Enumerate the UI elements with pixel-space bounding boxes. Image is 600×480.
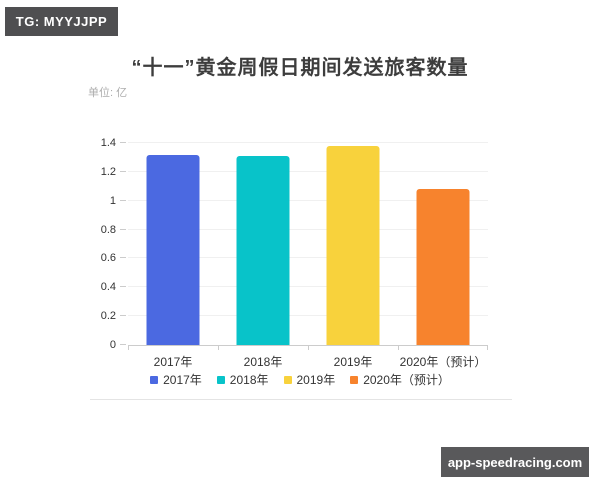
y-axis-tick [120, 142, 126, 143]
y-axis-tick [120, 286, 126, 288]
watermark-tg-badge: TG: MYYJJPP [5, 7, 118, 36]
y-axis-tick [120, 170, 126, 172]
legend-item-2018[interactable]: 2018年 [216, 371, 269, 388]
legend-label: 2018年 [229, 373, 269, 387]
x-axis-label: 2019年 [333, 355, 373, 369]
y-axis-label: 0 [109, 339, 116, 351]
footer-divider [90, 399, 512, 400]
legend-swatch-icon [150, 375, 159, 384]
x-axis-tick [128, 345, 129, 350]
bar-slot: 2017年 [128, 143, 218, 369]
x-axis-tick [218, 345, 219, 350]
watermark-site-badge: app-speedracing.com [441, 447, 589, 477]
y-axis-label: 1.4 [100, 137, 116, 149]
legend-item-2017[interactable]: 2017年 [150, 371, 202, 388]
legend-swatch-icon [283, 375, 292, 384]
bar-slot: 2020年（预计） [398, 143, 488, 369]
unit-label: 单位: 亿 [88, 87, 128, 99]
legend-label: 2020年（预计） [363, 373, 450, 387]
legend-label: 2019年 [296, 373, 336, 387]
gridline [128, 170, 488, 172]
x-axis-tick [487, 345, 488, 350]
legend-label: 2017年 [163, 373, 202, 387]
x-axis-label: 2018年 [243, 355, 283, 369]
gridline [128, 257, 488, 259]
chart-legend: 2017年 2018年 2019年 2020年（预计） [0, 371, 600, 388]
y-axis-tick [120, 257, 126, 259]
legend-item-2019[interactable]: 2019年 [283, 371, 336, 388]
y-axis-label: 0.8 [100, 223, 116, 236]
legend-swatch-icon [216, 375, 225, 384]
x-axis-label: 2017年 [153, 355, 193, 369]
gridline [128, 228, 488, 230]
y-axis-label: 0.2 [100, 310, 116, 323]
y-axis-tick [120, 344, 126, 345]
x-axis-tick [398, 345, 399, 350]
y-axis-label: 1 [109, 194, 116, 207]
bar-2019[interactable] [326, 145, 380, 345]
chart-title: “十一”黄金周假日期间发送旅客数量 [131, 57, 469, 79]
plot-area: 0 0.2 0.4 0.6 0.8 1 1.2 1.4 2017年 2018年 2019年 2020年… [101, 137, 488, 369]
gridline [128, 315, 488, 317]
y-axis-tick [120, 199, 126, 201]
y-axis-label: 1.2 [100, 165, 116, 178]
x-axis-tick [308, 345, 309, 350]
bar-slot: 2018年 [218, 143, 308, 369]
gridline [128, 142, 488, 143]
y-axis-label: 0.6 [100, 252, 116, 265]
gridline [128, 199, 488, 201]
legend-swatch-icon [350, 375, 359, 384]
bar-2020[interactable] [416, 189, 470, 345]
bar-slot: 2019年 [308, 143, 398, 369]
legend-item-2020[interactable]: 2020年（预计） [350, 371, 450, 388]
y-axis-tick [120, 228, 126, 230]
x-axis-label: 2020年（预计） [399, 355, 487, 369]
bar-2018[interactable] [236, 156, 290, 345]
gridline [128, 286, 488, 288]
bar-2017[interactable] [146, 154, 200, 345]
y-axis-label: 0.4 [100, 281, 116, 294]
y-axis-tick [120, 315, 126, 317]
